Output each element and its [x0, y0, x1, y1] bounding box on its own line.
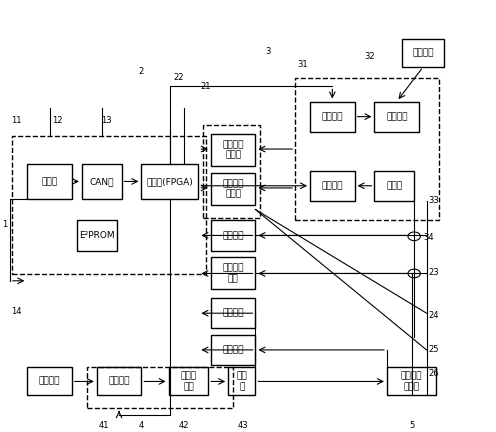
Text: 12: 12	[52, 117, 62, 125]
Text: 26: 26	[429, 369, 439, 378]
Text: 电压、电
流测量: 电压、电 流测量	[222, 140, 244, 160]
FancyBboxPatch shape	[211, 220, 255, 251]
Text: 2: 2	[139, 67, 144, 76]
FancyBboxPatch shape	[27, 367, 72, 395]
FancyBboxPatch shape	[310, 102, 355, 132]
Text: 隔离驱动: 隔离驱动	[321, 181, 343, 190]
Text: 隔离驱动: 隔离驱动	[321, 112, 343, 121]
FancyBboxPatch shape	[374, 171, 414, 201]
Text: 31: 31	[297, 60, 308, 69]
FancyBboxPatch shape	[211, 257, 255, 289]
Text: 电流测量: 电流测量	[222, 231, 244, 240]
FancyBboxPatch shape	[169, 367, 208, 395]
Text: E²PROM: E²PROM	[79, 231, 115, 240]
Text: 33: 33	[429, 197, 439, 205]
FancyBboxPatch shape	[228, 367, 255, 395]
FancyBboxPatch shape	[97, 367, 141, 395]
Ellipse shape	[408, 232, 420, 241]
Text: 42: 42	[178, 421, 189, 430]
Text: 永磁同步
电动机: 永磁同步 电动机	[401, 372, 423, 391]
Ellipse shape	[408, 269, 420, 278]
Text: 32: 32	[364, 52, 375, 60]
Text: 1: 1	[2, 220, 7, 229]
FancyBboxPatch shape	[82, 164, 122, 199]
Text: 变频调速: 变频调速	[108, 377, 130, 386]
Text: 噪声测量: 噪声测量	[222, 346, 244, 354]
Text: 扭矩测量: 扭矩测量	[222, 309, 244, 318]
Text: 联轴
器: 联轴 器	[237, 372, 247, 391]
Text: 计算机: 计算机	[42, 177, 58, 186]
FancyBboxPatch shape	[211, 335, 255, 365]
FancyBboxPatch shape	[211, 298, 255, 328]
FancyBboxPatch shape	[211, 134, 255, 166]
FancyBboxPatch shape	[387, 367, 436, 395]
Text: 41: 41	[99, 421, 110, 430]
Text: 22: 22	[173, 73, 184, 82]
Text: 3: 3	[265, 48, 270, 56]
Text: 转子位置
测量: 转子位置 测量	[222, 264, 244, 283]
FancyBboxPatch shape	[374, 102, 419, 132]
Text: 逆变器: 逆变器	[386, 181, 402, 190]
Text: 24: 24	[429, 311, 439, 320]
Text: 11: 11	[10, 117, 21, 125]
FancyBboxPatch shape	[402, 39, 444, 67]
Text: 负载电
动机: 负载电 动机	[181, 372, 196, 391]
Text: 21: 21	[200, 82, 211, 91]
Text: 5: 5	[409, 421, 414, 430]
FancyBboxPatch shape	[141, 164, 198, 199]
Text: 交流电源: 交流电源	[39, 377, 61, 386]
Text: 13: 13	[101, 117, 112, 125]
Text: 直流电源: 直流电源	[412, 48, 434, 57]
Text: 4: 4	[139, 421, 144, 430]
Text: CAN卡: CAN卡	[89, 177, 114, 186]
FancyBboxPatch shape	[77, 220, 117, 251]
FancyBboxPatch shape	[310, 171, 355, 201]
Text: 34: 34	[424, 233, 434, 242]
FancyBboxPatch shape	[27, 164, 72, 199]
Text: 控制器(FPGA): 控制器(FPGA)	[146, 177, 193, 186]
FancyBboxPatch shape	[211, 173, 255, 205]
Text: 43: 43	[238, 421, 248, 430]
Text: 23: 23	[429, 268, 439, 276]
Text: 25: 25	[429, 346, 439, 354]
Text: 直流调压: 直流调压	[386, 112, 408, 121]
Text: 14: 14	[10, 307, 21, 315]
Text: 温度、故
障检测: 温度、故 障检测	[222, 179, 244, 199]
